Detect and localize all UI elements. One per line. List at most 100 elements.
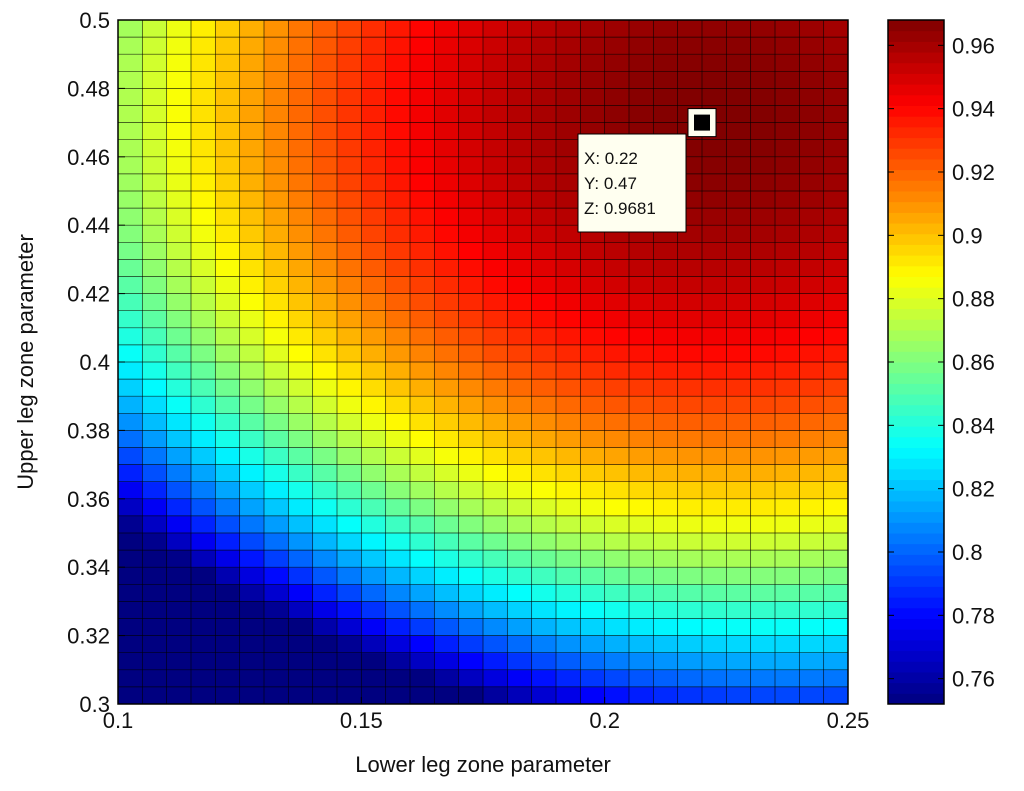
heatmap-cell: [312, 191, 338, 209]
heatmap-cell: [726, 584, 752, 602]
colorbar-tick-label: 0.92: [952, 160, 995, 185]
heatmap-cell: [434, 88, 460, 106]
heatmap-cell: [775, 464, 800, 483]
heatmap-cell: [142, 498, 168, 517]
heatmap-cell: [434, 276, 460, 294]
heatmap-cell: [118, 327, 143, 346]
heatmap-cell: [118, 447, 143, 465]
heatmap-cell: [629, 567, 654, 585]
heatmap-cell: [288, 71, 314, 89]
heatmap-cell: [142, 344, 168, 363]
heatmap-cell: [823, 652, 849, 671]
heatmap-cell: [507, 584, 533, 602]
heatmap-cell: [434, 54, 460, 72]
heatmap-cell: [604, 71, 630, 89]
heatmap-cell: [726, 71, 752, 89]
heatmap-cell: [215, 686, 241, 705]
heatmap-cell: [337, 327, 362, 346]
heatmap-cell: [799, 413, 825, 431]
heatmap-cell: [142, 515, 168, 534]
heatmap-cell: [337, 396, 362, 414]
heatmap-cell: [799, 362, 825, 380]
heatmap-cell: [531, 635, 557, 654]
heatmap-cell: [823, 173, 849, 192]
heatmap-cell: [507, 362, 533, 380]
heatmap-cell: [288, 122, 314, 141]
heatmap-cell: [483, 379, 508, 397]
heatmap-cell: [166, 327, 192, 346]
heatmap-cell: [556, 156, 581, 175]
heatmap-cell: [750, 276, 776, 294]
heatmap-cell: [312, 105, 338, 123]
colorbar-band: [888, 479, 944, 491]
heatmap-cell: [288, 396, 314, 414]
heatmap-cell: [191, 379, 216, 397]
colorbar-band: [888, 597, 944, 609]
colorbar-band: [888, 362, 944, 374]
heatmap-cell: [264, 139, 289, 158]
heatmap-cell: [483, 139, 508, 158]
heatmap-cell: [264, 396, 289, 414]
heatmap-cell: [604, 379, 630, 397]
colorbar-band: [888, 372, 944, 384]
heatmap-cell: [434, 618, 460, 636]
heatmap-cell: [458, 601, 484, 619]
heatmap-cell: [142, 481, 168, 500]
heatmap-cell: [288, 139, 314, 158]
heatmap-cell: [239, 413, 265, 431]
heatmap-cell: [142, 567, 168, 585]
heatmap-cell: [458, 173, 484, 192]
heatmap-cell: [118, 669, 143, 688]
heatmap-cell: [702, 208, 727, 226]
heatmap-cell: [264, 259, 289, 277]
heatmap-cell: [556, 601, 581, 619]
heatmap-cell: [434, 447, 460, 465]
colorbar-band: [888, 201, 944, 213]
colorbar-band: [888, 394, 944, 406]
heatmap-cell: [750, 208, 776, 226]
heatmap-cell: [726, 498, 752, 517]
colorbar-band: [888, 511, 944, 523]
heatmap-cell: [726, 550, 752, 568]
heatmap-cell: [702, 515, 727, 534]
colorbar-band: [888, 543, 944, 555]
heatmap-cell: [142, 156, 168, 175]
heatmap-cell: [166, 88, 192, 106]
heatmap-cell: [604, 498, 630, 517]
heatmap-cell: [215, 88, 241, 106]
heatmap-cell: [702, 54, 727, 72]
heatmap-cell: [629, 379, 654, 397]
data-tip[interactable]: X: 0.22 Y: 0.47 Z: 0.9681: [577, 108, 717, 233]
heatmap-cell: [361, 396, 387, 414]
heatmap-cell: [166, 618, 192, 636]
heatmap-cell: [580, 430, 606, 448]
heatmap-cell: [288, 259, 314, 277]
heatmap-cell: [434, 481, 460, 500]
heatmap-cell: [337, 208, 362, 226]
heatmap-cell: [775, 156, 800, 175]
heatmap-cell: [166, 396, 192, 414]
heatmap-cell: [556, 327, 581, 346]
heatmap-cell: [191, 242, 216, 260]
heatmap-cell: [337, 447, 362, 465]
heatmap-cell: [361, 259, 387, 277]
heatmap-cell: [580, 567, 606, 585]
heatmap-cell: [580, 105, 606, 123]
heatmap-cell: [434, 413, 460, 431]
heatmap-cell: [629, 550, 654, 568]
heatmap-cell: [556, 191, 581, 209]
heatmap-cell: [799, 327, 825, 346]
heatmap-cell: [556, 208, 581, 226]
heatmap-cell: [312, 601, 338, 619]
heatmap-cell: [337, 430, 362, 448]
heatmap-cell: [215, 276, 241, 294]
heatmap-cell: [629, 71, 654, 89]
colorbar-band: [888, 671, 944, 684]
heatmap-cell: [312, 208, 338, 226]
heatmap-cell: [361, 550, 387, 568]
heatmap-cell: [312, 515, 338, 534]
heatmap-cell: [118, 37, 143, 55]
heatmap-cell: [312, 584, 338, 602]
heatmap-cell: [118, 652, 143, 671]
heatmap-cell: [677, 54, 703, 72]
